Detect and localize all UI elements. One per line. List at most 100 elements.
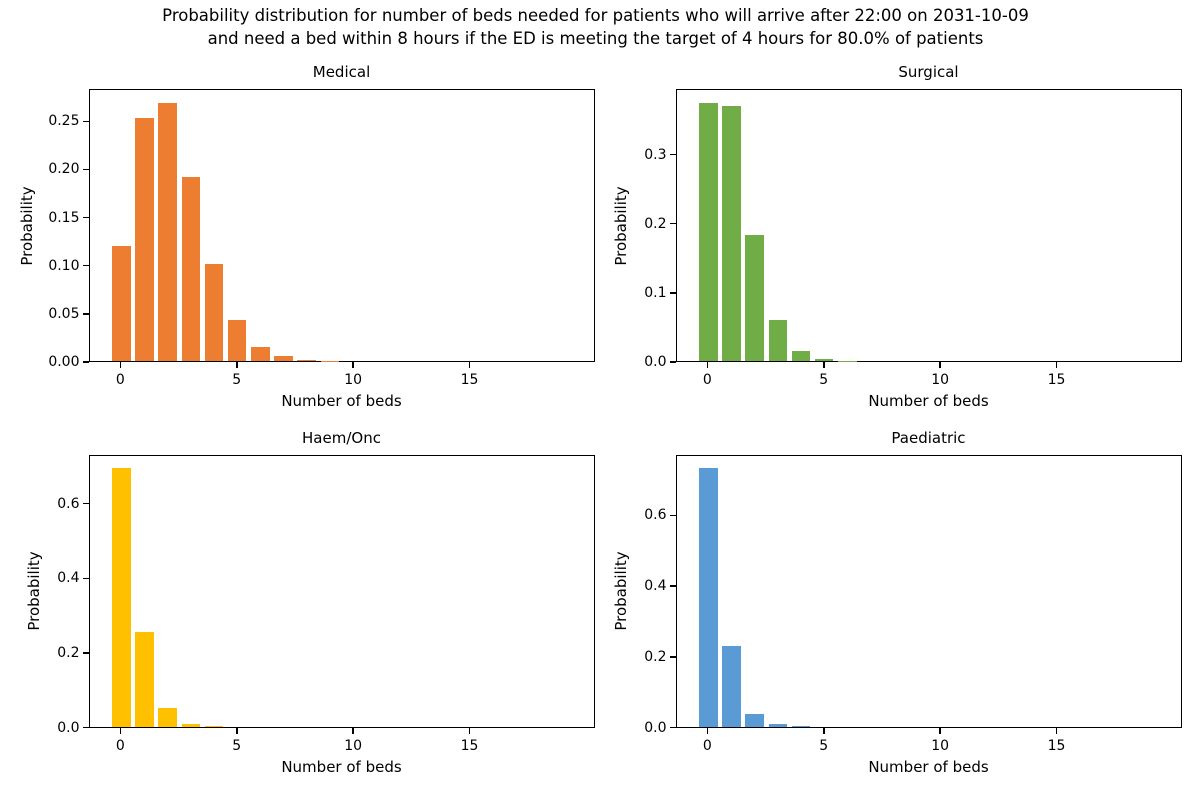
bar xyxy=(135,118,154,361)
figure-title-line-2: and need a bed within 8 hours if the ED … xyxy=(207,29,984,48)
y-tick-label: 0.4 xyxy=(57,570,80,587)
y-tick-label: 0.2 xyxy=(57,644,80,661)
x-axis-label-medical: Number of beds xyxy=(281,392,402,410)
bar xyxy=(181,177,201,361)
x-tick xyxy=(939,727,941,734)
figure-title: Probability distribution for number of b… xyxy=(0,4,1191,50)
y-tick-label: 0.00 xyxy=(48,354,80,370)
x-tick xyxy=(823,727,825,734)
bar xyxy=(204,263,224,361)
y-tick-label: 0.1 xyxy=(644,284,667,301)
x-tick xyxy=(352,727,354,734)
bar xyxy=(135,632,154,727)
y-tick xyxy=(82,168,89,171)
x-tick xyxy=(468,362,471,368)
bar xyxy=(768,724,788,727)
y-tick xyxy=(82,361,89,363)
bar xyxy=(814,358,834,361)
bar xyxy=(698,468,718,727)
x-tick-label: 10 xyxy=(344,737,363,754)
x-tick-label: 0 xyxy=(115,737,125,754)
subplot-title-haem-onc: Haem/Onc xyxy=(302,428,381,447)
axes-haem/onc xyxy=(88,454,595,728)
bar xyxy=(181,724,201,727)
bar xyxy=(227,319,247,361)
y-tick xyxy=(669,656,676,658)
x-tick xyxy=(823,362,825,368)
x-tick xyxy=(468,727,471,734)
y-tick-label: 0.15 xyxy=(48,209,80,226)
y-tick xyxy=(82,120,89,122)
x-tick-label: 10 xyxy=(931,372,950,388)
y-axis-label-surgical: Probability xyxy=(611,185,630,266)
bar xyxy=(745,235,764,361)
y-axis-label-haem-onc: Probability xyxy=(24,551,43,631)
y-tick xyxy=(82,652,89,654)
y-tick-label: 0.0 xyxy=(644,354,667,370)
bar xyxy=(158,102,177,361)
bar xyxy=(297,360,316,361)
x-tick-label: 0 xyxy=(702,372,712,388)
bar xyxy=(698,102,718,361)
subplot-title-paediatric: Paediatric xyxy=(891,428,966,447)
x-tick xyxy=(119,727,122,734)
y-tick xyxy=(82,502,89,505)
x-tick-label: 15 xyxy=(1047,737,1066,754)
bar xyxy=(722,646,741,727)
x-tick-label: 5 xyxy=(232,737,242,754)
bar xyxy=(791,350,811,361)
x-tick-label: 5 xyxy=(819,737,829,754)
x-tick-label: 15 xyxy=(460,737,479,754)
bar xyxy=(111,246,131,361)
y-tick xyxy=(669,153,676,156)
x-tick-label: 5 xyxy=(232,372,242,388)
bar xyxy=(722,106,741,361)
y-tick xyxy=(669,585,676,587)
x-tick-label: 5 xyxy=(819,372,829,388)
y-tick xyxy=(82,216,89,219)
y-tick-label: 0.20 xyxy=(48,161,80,178)
x-tick xyxy=(236,362,238,368)
y-axis-label-medical: Probability xyxy=(17,185,36,266)
x-tick xyxy=(939,362,941,368)
x-tick xyxy=(706,362,709,368)
y-tick-label: 0.2 xyxy=(644,215,667,232)
y-axis-label-paediatric: Probability xyxy=(611,551,630,631)
y-tick-label: 0.05 xyxy=(48,305,80,322)
figure-title-line-1: Probability distribution for number of b… xyxy=(162,6,1029,25)
x-tick-label: 10 xyxy=(931,737,950,754)
y-tick-label: 0.10 xyxy=(48,257,80,274)
y-tick xyxy=(82,264,89,267)
x-axis-label-surgical: Number of beds xyxy=(868,392,989,410)
x-tick xyxy=(1055,362,1058,368)
y-tick-label: 0.25 xyxy=(48,113,80,130)
y-tick xyxy=(669,292,676,294)
y-tick xyxy=(669,514,676,517)
y-tick xyxy=(669,726,676,729)
y-tick-label: 0.3 xyxy=(644,146,667,163)
x-tick xyxy=(1055,727,1058,734)
subplot-title-medical: Medical xyxy=(312,63,371,81)
y-tick-label: 0.4 xyxy=(644,578,667,594)
x-tick-label: 15 xyxy=(1047,372,1066,388)
y-tick xyxy=(82,577,89,580)
x-tick-label: 10 xyxy=(344,372,363,388)
bar xyxy=(768,319,788,361)
x-tick xyxy=(236,727,238,734)
x-tick xyxy=(706,727,709,734)
subplot-title-surgical: Surgical xyxy=(898,63,959,81)
y-tick xyxy=(669,361,676,363)
x-tick-label: 15 xyxy=(460,372,479,388)
y-tick-label: 0.6 xyxy=(57,495,80,512)
x-tick xyxy=(119,362,122,368)
axes-surgical xyxy=(675,89,1182,362)
bar xyxy=(274,356,293,361)
bar xyxy=(158,708,177,727)
y-tick-label: 0.2 xyxy=(644,648,667,665)
x-axis-label-haem-onc: Number of beds xyxy=(281,757,402,776)
x-tick-label: 0 xyxy=(115,372,125,388)
